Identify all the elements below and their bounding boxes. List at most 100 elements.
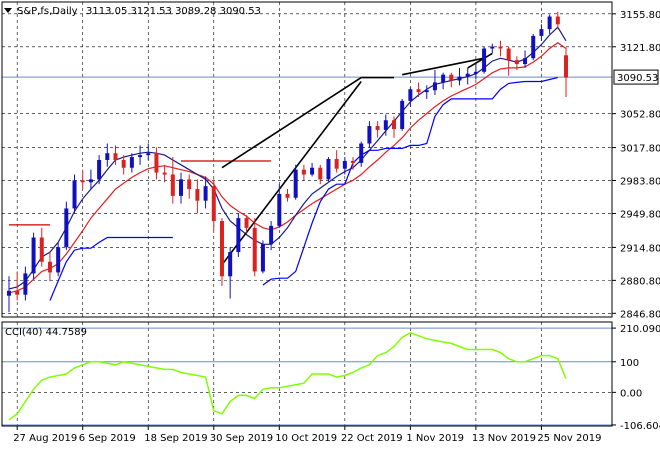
candle-body: [129, 157, 134, 168]
candle-body: [285, 193, 290, 198]
candle-body: [432, 82, 437, 91]
candle-body: [162, 172, 167, 175]
candle-body: [121, 159, 126, 168]
x-tick-label: 10 Oct 2019: [275, 433, 337, 444]
candle-body: [64, 208, 69, 248]
candle-body: [244, 218, 249, 228]
symbol-label: S&P,fs,Daily: [17, 6, 78, 17]
candle-body: [351, 160, 356, 163]
candlesticks: [7, 11, 568, 313]
candle-body: [514, 60, 519, 65]
candle-body: [359, 143, 364, 163]
candle-body: [113, 153, 118, 160]
candle-body: [441, 74, 446, 83]
candle-body: [195, 189, 200, 201]
price-tick-label: 2846.80: [620, 309, 660, 320]
x-tick-label: 22 Oct 2019: [341, 433, 403, 444]
x-tick-label: 18 Sep 2019: [144, 433, 207, 444]
x-tick-label: 1 Nov 2019: [406, 433, 464, 444]
candle-body: [293, 169, 298, 198]
candle-body: [56, 247, 61, 273]
candle-body: [80, 180, 85, 183]
candle-body: [7, 290, 11, 296]
candle-body: [342, 160, 347, 169]
price-tick-label: 3017.80: [620, 144, 660, 155]
price-tick-label: 2880.80: [620, 276, 660, 287]
price-axis: 3155.80 3121.80 3052.80 3017.80 2983.80 2949.…: [612, 10, 660, 432]
price-tick-label: 2983.80: [620, 177, 660, 188]
time-axis: 27 Aug 2019 6 Sep 2019 18 Sep 2019 30 Sep 2…: [13, 426, 601, 444]
candle-body: [465, 73, 470, 77]
candle-body: [39, 237, 44, 262]
candle-body: [564, 55, 568, 78]
candle-body: [31, 237, 36, 274]
candle-body: [391, 120, 396, 129]
candle-body: [490, 46, 495, 49]
candle-body: [170, 174, 175, 196]
candle-body: [326, 159, 331, 180]
chart-frame: [1, 1, 613, 427]
overlay-line: [8, 41, 567, 294]
price-tick-label: 3121.80: [620, 43, 660, 54]
overlay-line: [221, 76, 362, 169]
overlay-lines: [8, 26, 567, 301]
candle-body: [473, 71, 478, 74]
price-tick-label: 2949.80: [620, 209, 660, 220]
candle-body: [228, 252, 233, 277]
candle-body: [531, 35, 536, 59]
candle-body: [457, 76, 462, 81]
candle-body: [179, 179, 184, 196]
candle-body: [23, 273, 28, 295]
overlay-line: [467, 52, 493, 69]
price-tick-label: 3155.80: [620, 10, 660, 21]
candle-body: [252, 227, 257, 272]
candle-body: [424, 90, 429, 93]
candle-body: [301, 169, 306, 175]
price-tick-label: 2914.80: [620, 243, 660, 254]
x-tick-label: 13 Nov 2019: [472, 433, 536, 444]
cci-header: CCI(40) 44.7589: [5, 327, 87, 338]
candle-body: [523, 58, 528, 65]
chart-header: S&P,fs,Daily 3113.05 3121.53 3089.28 309…: [4, 6, 261, 17]
x-tick-label: 25 Nov 2019: [537, 433, 601, 444]
candle-body: [310, 167, 315, 175]
x-tick-label: 30 Sep 2019: [210, 433, 273, 444]
current-price-label: 3090.53: [617, 73, 658, 84]
overlay-line: [49, 236, 173, 301]
candle-body: [269, 225, 274, 245]
candle-body: [482, 48, 487, 72]
overlay-line: [8, 26, 567, 290]
candle-body: [72, 180, 77, 209]
candle-body: [219, 221, 224, 277]
x-tick-label: 27 Aug 2019: [13, 433, 77, 444]
candle-body: [187, 179, 192, 190]
ohlc-readout: 3113.05 3121.53 3089.28 3090.53: [86, 6, 261, 17]
overlay-line: [221, 81, 362, 266]
candle-body: [236, 218, 241, 253]
candle-body: [400, 100, 405, 129]
grid-lines: [2, 2, 612, 426]
x-tick-label: 6 Sep 2019: [79, 433, 136, 444]
candle-body: [146, 153, 151, 156]
candle-body: [154, 153, 159, 173]
cci-panel-border: [1, 321, 613, 427]
candle-body: [334, 159, 339, 169]
cci-line: [8, 331, 567, 421]
candle-body: [260, 244, 265, 272]
candle-body: [375, 126, 380, 130]
candle-body: [408, 89, 413, 101]
candle-body: [47, 261, 52, 273]
candle-body: [449, 74, 454, 81]
cci-tick-label: 210.0905: [620, 324, 660, 335]
candle-body: [547, 16, 552, 30]
candle-body: [211, 186, 216, 222]
candle-body: [498, 46, 503, 49]
cci-indicator: [2, 327, 612, 426]
candle-body: [367, 126, 372, 144]
dropdown-triangle-icon[interactable]: [4, 8, 12, 13]
cci-tick-label: -106.6045: [620, 421, 660, 432]
candle-body: [105, 153, 110, 160]
candle-body: [416, 89, 421, 93]
candle-body: [97, 159, 102, 180]
